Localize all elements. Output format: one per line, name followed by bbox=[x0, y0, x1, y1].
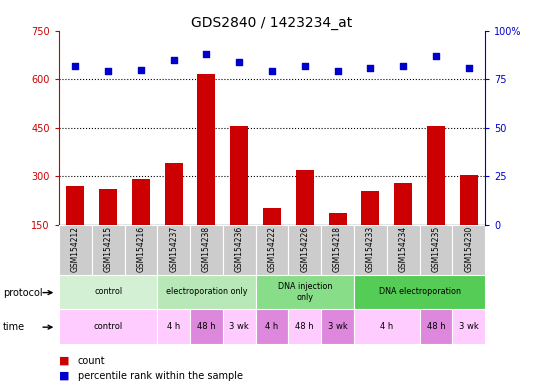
Text: 3 wk: 3 wk bbox=[459, 322, 479, 331]
Bar bbox=[420, 225, 452, 275]
Text: GSM154212: GSM154212 bbox=[71, 226, 80, 271]
Point bbox=[169, 57, 178, 63]
Point bbox=[71, 63, 80, 69]
Bar bbox=[387, 225, 420, 275]
Point bbox=[301, 63, 309, 69]
Point bbox=[104, 68, 113, 74]
Bar bbox=[452, 309, 485, 344]
Bar bbox=[223, 225, 256, 275]
Bar bbox=[59, 275, 157, 309]
Bar bbox=[190, 225, 223, 275]
Text: GSM154222: GSM154222 bbox=[267, 226, 277, 271]
Text: 48 h: 48 h bbox=[427, 322, 445, 331]
Text: GSM154218: GSM154218 bbox=[333, 226, 342, 271]
Bar bbox=[361, 191, 379, 225]
Bar bbox=[256, 225, 288, 275]
Bar bbox=[288, 309, 321, 344]
Point bbox=[235, 59, 243, 65]
Bar bbox=[329, 214, 347, 225]
Bar bbox=[321, 225, 354, 275]
Bar bbox=[296, 170, 314, 225]
Text: control: control bbox=[93, 322, 123, 331]
Text: GSM154233: GSM154233 bbox=[366, 225, 375, 272]
Point bbox=[333, 68, 342, 74]
Text: DNA injection
only: DNA injection only bbox=[278, 282, 332, 302]
Text: GSM154230: GSM154230 bbox=[464, 225, 473, 272]
Text: 4 h: 4 h bbox=[167, 322, 180, 331]
Bar bbox=[420, 309, 452, 344]
Text: GSM154237: GSM154237 bbox=[169, 225, 178, 272]
Bar bbox=[124, 225, 157, 275]
Text: 4 h: 4 h bbox=[265, 322, 279, 331]
Bar bbox=[157, 309, 190, 344]
Text: ■: ■ bbox=[59, 356, 70, 366]
Text: 48 h: 48 h bbox=[197, 322, 216, 331]
Point bbox=[268, 68, 277, 74]
Text: 3 wk: 3 wk bbox=[327, 322, 347, 331]
Bar bbox=[354, 309, 420, 344]
Bar bbox=[256, 309, 288, 344]
Bar bbox=[190, 309, 223, 344]
Text: count: count bbox=[78, 356, 106, 366]
Title: GDS2840 / 1423234_at: GDS2840 / 1423234_at bbox=[191, 16, 353, 30]
Bar bbox=[354, 275, 485, 309]
Bar bbox=[427, 126, 445, 225]
Bar bbox=[354, 225, 387, 275]
Bar bbox=[452, 225, 485, 275]
Text: GSM154226: GSM154226 bbox=[300, 225, 309, 271]
Bar bbox=[230, 126, 248, 225]
Point bbox=[431, 53, 440, 59]
Text: electroporation only: electroporation only bbox=[166, 287, 247, 296]
Bar bbox=[197, 74, 215, 225]
Text: 3 wk: 3 wk bbox=[229, 322, 249, 331]
Text: percentile rank within the sample: percentile rank within the sample bbox=[78, 371, 243, 381]
Text: 4 h: 4 h bbox=[380, 322, 393, 331]
Text: DNA electroporation: DNA electroporation bbox=[378, 287, 460, 296]
Point bbox=[366, 65, 375, 71]
Point bbox=[399, 63, 407, 69]
Bar bbox=[132, 179, 150, 225]
Bar bbox=[321, 309, 354, 344]
Text: GSM154215: GSM154215 bbox=[103, 225, 113, 271]
Text: time: time bbox=[3, 322, 25, 332]
Text: control: control bbox=[94, 287, 122, 296]
Bar bbox=[157, 225, 190, 275]
Text: 48 h: 48 h bbox=[295, 322, 314, 331]
Bar bbox=[92, 225, 124, 275]
Text: GSM154216: GSM154216 bbox=[136, 225, 145, 271]
Bar bbox=[460, 175, 478, 225]
Text: GSM154234: GSM154234 bbox=[399, 225, 408, 272]
Text: protocol: protocol bbox=[3, 288, 42, 298]
Text: ■: ■ bbox=[59, 371, 70, 381]
Point bbox=[202, 51, 211, 57]
Bar bbox=[66, 186, 84, 225]
Bar bbox=[223, 309, 256, 344]
Bar bbox=[157, 275, 256, 309]
Text: GSM154238: GSM154238 bbox=[202, 225, 211, 271]
Point bbox=[464, 65, 473, 71]
Bar bbox=[263, 209, 281, 225]
Bar bbox=[288, 225, 321, 275]
Text: GSM154236: GSM154236 bbox=[235, 225, 244, 272]
Bar bbox=[165, 163, 183, 225]
Bar bbox=[256, 275, 354, 309]
Bar bbox=[59, 309, 157, 344]
Bar bbox=[59, 225, 92, 275]
Point bbox=[137, 66, 145, 73]
Text: GSM154235: GSM154235 bbox=[431, 225, 441, 272]
Bar bbox=[394, 183, 412, 225]
Bar bbox=[99, 189, 117, 225]
